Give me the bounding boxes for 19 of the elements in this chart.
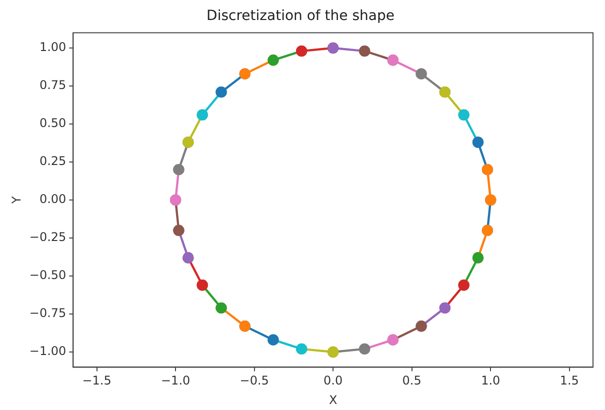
y-tick-label: 1.00 <box>39 40 66 54</box>
y-tick-label: 0.75 <box>39 78 66 92</box>
x-tick-label: 1.0 <box>481 374 500 388</box>
x-tick-label: 0.5 <box>402 374 422 388</box>
x-tick-label: −1.0 <box>160 374 190 388</box>
y-tick-label: −0.50 <box>29 268 66 282</box>
y-tick-label: −1.00 <box>29 344 66 358</box>
y-tick-label: −0.75 <box>29 306 66 320</box>
y-tick-label: −0.25 <box>29 230 66 244</box>
x-axis-title: X <box>328 392 338 407</box>
x-tick-label: −0.5 <box>240 374 269 388</box>
x-tick-label: 0.0 <box>324 374 343 388</box>
x-tick-label: −1.5 <box>82 374 112 388</box>
y-tick-label: 0.00 <box>39 192 66 206</box>
y-tick-label: 0.25 <box>39 154 66 168</box>
y-axis-title: Y <box>9 196 24 205</box>
y-tick-label: 0.50 <box>39 116 66 130</box>
chart-title: Discretization of the shape <box>206 8 394 24</box>
x-tick-label: 1.5 <box>560 374 579 388</box>
